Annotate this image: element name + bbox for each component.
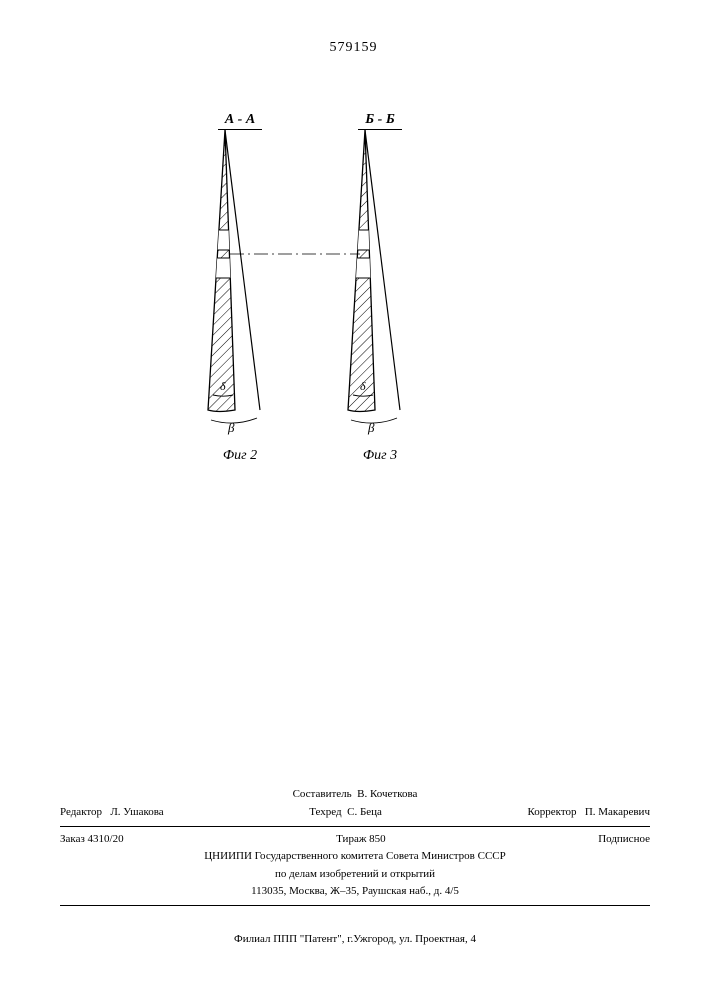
- org-line-1: ЦНИИПИ Государственного комитета Совета …: [60, 848, 650, 866]
- section-label-left: А - А: [200, 112, 280, 130]
- footer-line: Филиал ППП "Патент", г.Ужгород, ул. Прое…: [60, 933, 650, 945]
- figure-area: А - А Б - Б: [200, 130, 520, 500]
- editor-label: Редактор: [60, 806, 102, 818]
- subscription: Подписное: [598, 831, 650, 849]
- org-line-2: по делам изобретений и открытий: [60, 866, 650, 884]
- divider-2: [60, 905, 650, 906]
- corrector-name: П. Макаревич: [585, 806, 650, 818]
- fig-caption-left: Фиг 2: [200, 448, 280, 464]
- blade-right: δ β: [340, 130, 410, 435]
- techred-name: С. Беца: [347, 806, 382, 818]
- editor-name: Л. Ушакова: [110, 806, 163, 818]
- blade-left: δ β: [200, 130, 270, 435]
- compiler-name: В. Кочеткова: [357, 788, 417, 800]
- angle-beta-left: β: [227, 420, 235, 435]
- angle-beta-right: β: [367, 420, 375, 435]
- angle-delta-right: δ: [360, 379, 366, 393]
- section-label-left-text: А - А: [225, 112, 255, 127]
- org-address: 113035, Москва, Ж–35, Раушская наб., д. …: [60, 883, 650, 901]
- document-number: 579159: [0, 40, 707, 56]
- section-label-right: Б - Б: [340, 112, 420, 130]
- divider-1: [60, 826, 650, 827]
- corrector-label: Корректор: [528, 806, 577, 818]
- techred-label: Техред: [309, 806, 341, 818]
- section-label-right-text: Б - Б: [365, 112, 394, 127]
- page: 579159 А - А Б - Б: [0, 0, 707, 1000]
- blades-svg: δ β δ β: [200, 130, 520, 490]
- colophon: Составитель В. Кочеткова Редактор Л. Уша…: [60, 786, 650, 910]
- angle-delta-left: δ: [220, 379, 226, 393]
- compiler-label: Составитель: [293, 788, 352, 800]
- fig-caption-right: Фиг 3: [340, 448, 420, 464]
- circulation: Тираж 850: [336, 831, 386, 849]
- order-number: Заказ 4310/20: [60, 831, 124, 849]
